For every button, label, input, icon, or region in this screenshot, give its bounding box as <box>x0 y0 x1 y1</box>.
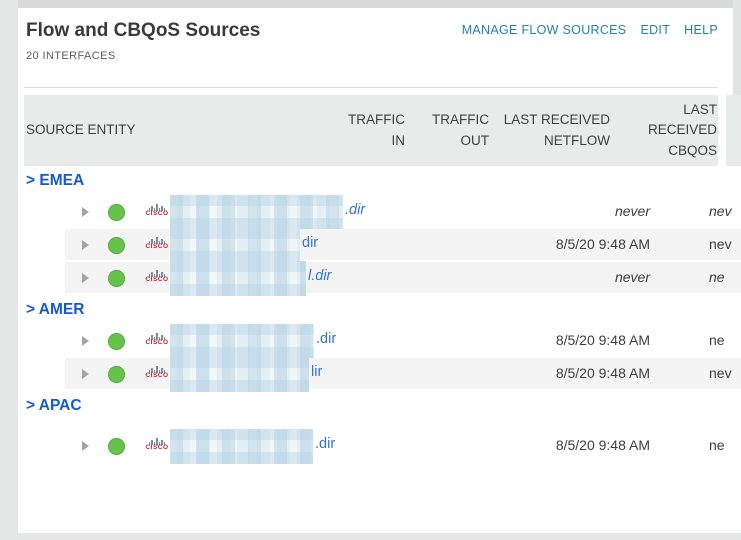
column-header-traffic-in: TRAFFIC IN <box>348 112 405 148</box>
source-tree: > EMEA CISCO .dir never nev CISCO dir 8/… <box>18 166 741 464</box>
table-row[interactable]: CISCO lir 8/5/20 9:48 AM nev <box>18 357 741 392</box>
table-row[interactable]: CISCO .dir 8/5/20 9:48 AM ne <box>18 324 741 359</box>
expand-row-icon[interactable] <box>82 240 89 250</box>
cisco-bars-icon <box>142 236 172 244</box>
source-group: > EMEA CISCO .dir never nev CISCO dir 8/… <box>18 166 741 296</box>
cisco-logo-icon: CISCO <box>142 236 172 251</box>
clipped-header-cell <box>726 95 741 166</box>
status-up-icon <box>108 204 125 221</box>
cisco-logo-text: CISCO <box>145 372 169 379</box>
redacted-name-blur <box>170 324 314 359</box>
interface-name-link[interactable]: lir <box>311 364 323 380</box>
status-up-icon <box>108 438 125 455</box>
interface-name-link[interactable]: .dir <box>345 202 366 218</box>
cisco-bars-icon <box>142 203 172 211</box>
group-link[interactable]: > APAC <box>26 397 82 414</box>
cisco-logo-text: CISCO <box>145 339 169 346</box>
netflow-cell: 8/5/20 9:48 AM <box>555 236 650 252</box>
cbqos-cell: ne <box>709 269 725 285</box>
table-row[interactable]: CISCO l.dir never ne <box>18 261 741 296</box>
redacted-name-blur <box>170 429 313 464</box>
interface-name-link[interactable]: .dir <box>315 436 336 452</box>
column-header-source-entity: SOURCE ENTITY <box>26 122 136 138</box>
cisco-bars-icon <box>142 332 172 340</box>
interface-name-link[interactable]: .dir <box>316 331 337 347</box>
group-row: > AMER <box>18 295 741 325</box>
redacted-name-blur <box>170 228 300 263</box>
cisco-logo-icon: CISCO <box>142 203 172 218</box>
cisco-logo-icon: CISCO <box>142 332 172 347</box>
netflow-cell: 8/5/20 9:48 AM <box>555 332 650 348</box>
netflow-cell: never <box>614 269 650 285</box>
cisco-logo-text: CISCO <box>145 276 169 283</box>
cisco-logo-icon: CISCO <box>142 437 172 452</box>
cbqos-cell: nev <box>709 203 732 219</box>
redacted-name-blur <box>170 195 343 230</box>
widget-title: Flow and CBQoS Sources <box>26 20 261 41</box>
expand-row-icon[interactable] <box>82 441 89 451</box>
table-header: SOURCE ENTITY TRAFFIC IN TRAFFIC OUT LAS… <box>24 95 718 166</box>
redacted-name-blur <box>170 261 306 296</box>
cisco-logo-text: CISCO <box>145 444 169 451</box>
table-row[interactable]: CISCO .dir never nev <box>18 195 741 230</box>
adjacent-panel-edge <box>733 0 741 95</box>
group-link[interactable]: > AMER <box>26 301 85 318</box>
column-header-traffic-out: TRAFFIC OUT <box>432 112 489 148</box>
interface-name-link[interactable]: l.dir <box>308 268 332 284</box>
cbqos-cell: ne <box>709 437 725 453</box>
status-up-icon <box>108 333 125 350</box>
netflow-cell: 8/5/20 9:48 AM <box>555 437 650 453</box>
table-row[interactable]: CISCO .dir 8/5/20 9:48 AM ne <box>18 429 741 464</box>
status-up-icon <box>108 237 125 254</box>
column-header-last-received-netflow: LAST RECEIVED NETFLOW <box>503 112 610 148</box>
table-row[interactable]: CISCO dir 8/5/20 9:48 AM nev <box>18 228 741 263</box>
netflow-cell: 8/5/20 9:48 AM <box>555 365 650 381</box>
cisco-bars-icon <box>142 437 172 445</box>
netflow-cell: never <box>614 203 650 219</box>
cbqos-cell: nev <box>709 236 732 252</box>
page-background-left <box>0 0 18 540</box>
status-up-icon <box>108 366 125 383</box>
page-background-top <box>0 0 741 8</box>
column-header-last-received-cbqos: LAST RECEIVED CBQOS <box>647 102 717 158</box>
group-row: > EMEA <box>18 166 741 196</box>
page-background-bottom <box>0 533 741 540</box>
cisco-logo-text: CISCO <box>145 210 169 217</box>
expand-row-icon[interactable] <box>82 336 89 346</box>
expand-row-icon[interactable] <box>82 207 89 217</box>
expand-row-icon[interactable] <box>82 369 89 379</box>
group-row: > APAC <box>18 391 741 421</box>
cisco-logo-icon: CISCO <box>142 365 172 380</box>
cisco-logo-text: CISCO <box>145 243 169 250</box>
cisco-bars-icon <box>142 365 172 373</box>
edit-link[interactable]: EDIT <box>640 23 671 37</box>
widget-toolbar: MANAGE FLOW SOURCES EDIT HELP <box>462 23 718 37</box>
title-divider <box>24 87 718 88</box>
interface-count-label: 20 INTERFACES <box>26 50 116 62</box>
group-link[interactable]: > EMEA <box>26 172 85 189</box>
source-group: > APAC CISCO .dir 8/5/20 9:48 AM ne <box>18 391 741 464</box>
interface-name-link[interactable]: dir <box>302 235 319 251</box>
manage-flow-sources-link[interactable]: MANAGE FLOW SOURCES <box>461 23 627 37</box>
cbqos-cell: ne <box>709 332 725 348</box>
cisco-logo-icon: CISCO <box>142 269 172 284</box>
help-link[interactable]: HELP <box>684 23 718 37</box>
source-group: > AMER CISCO .dir 8/5/20 9:48 AM ne CISC… <box>18 295 741 392</box>
cisco-bars-icon <box>142 269 172 277</box>
expand-row-icon[interactable] <box>82 273 89 283</box>
cbqos-cell: nev <box>709 365 732 381</box>
status-up-icon <box>108 270 125 287</box>
redacted-name-blur <box>170 357 309 392</box>
